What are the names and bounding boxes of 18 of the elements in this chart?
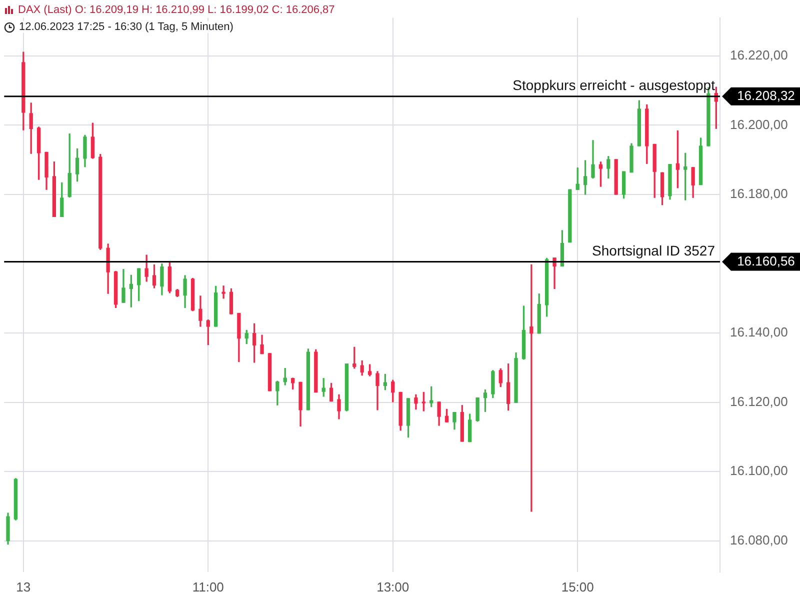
ref-line-label: Stoppkurs erreicht - ausgestoppt [512, 77, 716, 94]
x-tick-label: 13 [16, 579, 31, 594]
x-tick-label: 13:00 [376, 579, 410, 594]
y-tick-label: 16.220,00 [730, 47, 788, 62]
x-tick-label: 15:00 [561, 579, 594, 594]
chart-title: DAX (Last) O: 16.209,19 H: 16.210,99 L: 16.199,02 C: 16.206,87 [18, 4, 335, 16]
text: 16.208,32 [737, 88, 795, 103]
ref-line-label: Shortsignal ID 3527 [592, 242, 716, 259]
y-tick-label: 16.120,00 [730, 394, 788, 409]
y-tick-label: 16.100,00 [730, 463, 788, 478]
y-tick-label: 16.080,00 [730, 532, 788, 548]
y-tick-label: 16.200,00 [730, 116, 788, 132]
y-tick-label: 16.140,00 [730, 324, 788, 340]
text: 16.160,56 [737, 253, 795, 268]
chart-subtitle: 12.06.2023 17:25 - 16:30 (1 Tag, 5 Minuten) [19, 21, 234, 33]
y-tick-label: 16.180,00 [730, 186, 788, 202]
candlestick [222, 286, 226, 299]
x-tick-label: 11:00 [192, 579, 224, 594]
